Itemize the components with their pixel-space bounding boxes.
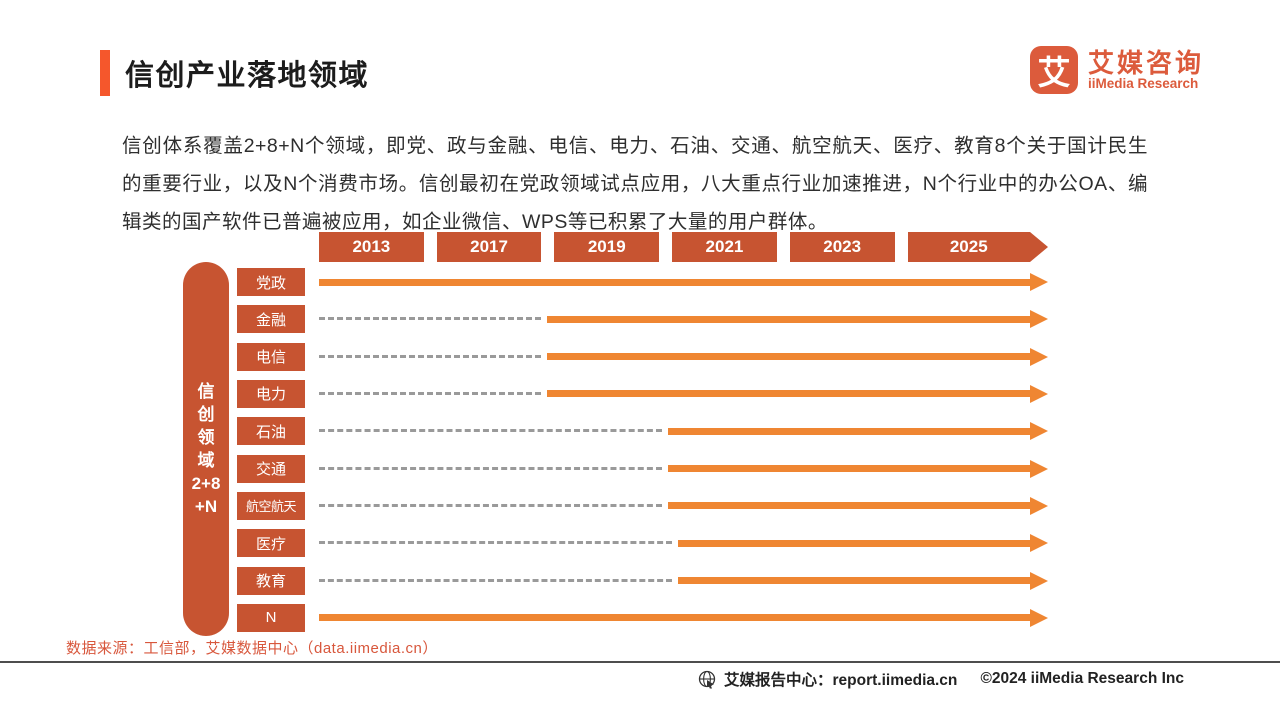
arrow-shaft	[668, 502, 1031, 510]
logo-icon: 艾	[1029, 46, 1078, 94]
dashed-line	[319, 429, 663, 433]
arrow-head	[1030, 571, 1048, 590]
dashed-line	[319, 317, 542, 321]
page-header: 信创产业落地领域	[100, 50, 369, 96]
row-label: 教育	[237, 566, 305, 595]
row-track	[319, 529, 1048, 557]
year-box: 2021	[672, 232, 777, 262]
year-box: 2017	[436, 232, 542, 262]
arrow-head	[1030, 608, 1048, 627]
timeline-arrow	[677, 571, 1048, 590]
dashed-line	[319, 354, 542, 358]
arrow-shaft	[677, 539, 1031, 547]
report-center-label: 艾媒报告中心：report.iimedia.cn	[724, 672, 958, 689]
arrow-shaft	[319, 278, 1031, 286]
page-footer: 艾媒报告中心：report.iimedia.cn ©2024 iiMedia R…	[698, 668, 1184, 690]
year-box: 2025	[908, 232, 1049, 262]
arrow-head	[1030, 459, 1048, 478]
chart-row: N	[237, 603, 1048, 632]
arrow-head	[1030, 273, 1048, 291]
arrow-head	[1030, 496, 1048, 515]
dashed-line	[319, 391, 542, 395]
row-label: 交通	[237, 454, 305, 483]
chart-row: 党政	[237, 268, 1048, 296]
timeline-years: 2013 2017 2019 2021 2023 2025	[319, 232, 1048, 262]
page-title: 信创产业落地领域	[125, 60, 370, 92]
dashed-line	[319, 503, 663, 507]
row-track	[319, 343, 1048, 371]
chart-rows: 党政金融电信电力石油交通航空航天医疗教育 N	[237, 268, 1048, 632]
chart-body: 信 创 领 域 2+8 +N 党政金融电信电力石油交通航空航天医疗教育 N	[183, 262, 1048, 636]
row-label: 航空航天	[237, 491, 305, 520]
year-box: 2023	[789, 232, 895, 262]
arrow-head	[1030, 384, 1048, 403]
dashed-line	[319, 466, 663, 470]
row-track	[319, 455, 1048, 483]
chart-row: 交通	[237, 454, 1048, 483]
logo-text: 艾媒咨询 iiMedia Research	[1088, 49, 1204, 92]
row-track	[319, 305, 1048, 333]
summary-paragraph: 信创体系覆盖2+8+N个领域，即党、政与金融、电信、电力、石油、交通、航空航天、…	[122, 135, 1148, 233]
row-track	[319, 268, 1048, 296]
footer-divider	[0, 661, 1280, 663]
row-track	[319, 417, 1048, 445]
row-track	[319, 492, 1048, 520]
timeline-arrow	[547, 310, 1048, 329]
report-center: 艾媒报告中心：report.iimedia.cn	[698, 668, 957, 690]
row-track	[319, 604, 1048, 632]
timeline-arrow	[668, 459, 1048, 478]
arrow-shaft	[668, 465, 1031, 473]
logo-name-en: iiMedia Research	[1087, 75, 1199, 91]
chart-row: 航空航天	[237, 491, 1048, 520]
arrow-shaft	[547, 315, 1031, 323]
timeline-arrow	[319, 608, 1048, 627]
row-label: 电信	[237, 342, 305, 371]
axis-label: 信 创 领 域 2+8 +N	[183, 262, 229, 636]
row-track	[319, 567, 1048, 595]
arrow-shaft	[319, 614, 1031, 622]
chart-row: 电力	[237, 379, 1048, 408]
arrow-head	[1030, 534, 1048, 553]
arrow-head	[1030, 347, 1048, 366]
copyright: ©2024 iiMedia Research Inc	[980, 670, 1184, 687]
arrow-shaft	[547, 353, 1031, 361]
row-label: 金融	[237, 305, 305, 334]
arrow-head	[1030, 310, 1048, 329]
chart-row: 石油	[237, 417, 1048, 446]
chart-row: 医疗	[237, 529, 1048, 558]
arrow-head	[1030, 422, 1048, 441]
chart-row: 电信	[237, 342, 1048, 371]
data-source: 数据来源：工信部，艾媒数据中心（data.iimedia.cn）	[66, 640, 438, 657]
row-label: 党政	[237, 268, 305, 296]
timeline-arrow	[668, 422, 1048, 441]
row-label: 石油	[237, 417, 305, 446]
timeline-arrow	[319, 273, 1048, 291]
year-box: 2013	[319, 232, 424, 262]
row-label: 电力	[237, 379, 305, 408]
chart-row: 金融	[237, 305, 1048, 334]
row-track	[319, 380, 1048, 408]
title-accent-bar	[100, 50, 110, 96]
dashed-line	[319, 541, 672, 545]
arrow-shaft	[677, 577, 1031, 585]
timeline-arrow	[677, 534, 1048, 553]
globe-cursor-icon	[698, 670, 717, 689]
logo-name-cn: 艾媒咨询	[1087, 47, 1204, 78]
brand-logo: 艾 艾媒咨询 iiMedia Research	[1029, 46, 1204, 94]
arrow-shaft	[668, 427, 1031, 435]
timeline-arrow	[547, 384, 1048, 403]
timeline-chart: 2013 2017 2019 2021 2023 2025 信 创 领 域 2+8 +N …	[183, 232, 1048, 636]
timeline-arrow	[547, 347, 1048, 366]
chart-row: 教育	[237, 566, 1048, 595]
arrow-shaft	[547, 390, 1031, 398]
year-box: 2019	[554, 232, 660, 262]
row-label: N	[237, 603, 305, 632]
row-label: 医疗	[237, 529, 305, 558]
dashed-line	[319, 578, 672, 582]
timeline-arrow	[668, 496, 1048, 515]
